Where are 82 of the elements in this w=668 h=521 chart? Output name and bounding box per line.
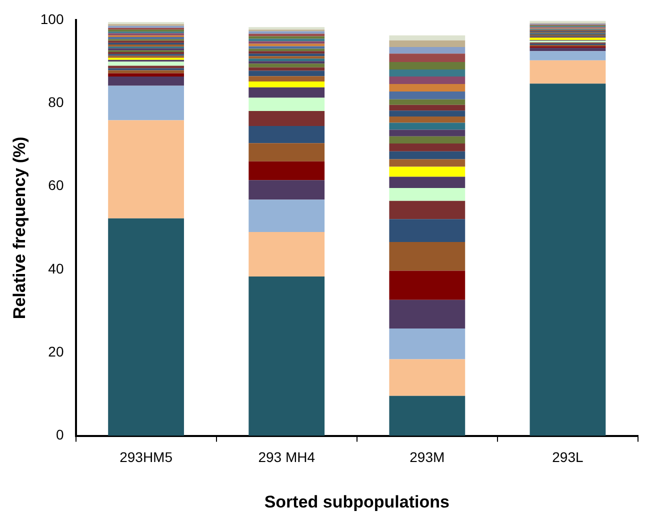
bar xyxy=(108,62,184,66)
bar xyxy=(530,48,606,52)
bar xyxy=(248,36,325,39)
bar xyxy=(389,69,466,77)
bar xyxy=(248,51,325,54)
x-tick-label: 293 MH4 xyxy=(258,449,316,466)
y-axis-title: Relative frequency (%) xyxy=(10,136,29,320)
bar xyxy=(389,84,466,92)
bar xyxy=(389,242,466,271)
bar xyxy=(389,143,466,152)
bar xyxy=(389,176,466,188)
bar xyxy=(248,41,325,44)
bar xyxy=(389,270,466,300)
bar xyxy=(248,46,325,49)
x-tick-label: 293M xyxy=(410,449,445,466)
bar xyxy=(248,70,325,76)
x-tick-label: 293HM5 xyxy=(120,449,173,466)
bar xyxy=(389,47,466,54)
bar xyxy=(389,130,466,136)
y-tick-label: 60 xyxy=(48,177,64,194)
bar xyxy=(248,76,325,82)
bar xyxy=(248,31,325,34)
bar xyxy=(108,76,184,86)
y-tick-label: 20 xyxy=(48,344,64,360)
bar xyxy=(389,76,466,84)
bar xyxy=(248,58,325,62)
bar xyxy=(248,56,325,59)
bar xyxy=(248,38,325,42)
bar xyxy=(389,200,466,220)
bar xyxy=(248,44,325,46)
bar xyxy=(389,110,466,116)
bar xyxy=(248,82,325,88)
bar xyxy=(389,62,466,70)
x-axis-title: Sorted subpopulations xyxy=(264,492,450,512)
bar xyxy=(389,300,466,329)
x-tick-label: 293L xyxy=(552,449,584,466)
bar xyxy=(389,359,466,396)
bar xyxy=(248,126,325,144)
bar xyxy=(108,86,184,120)
bar xyxy=(389,35,466,40)
bar xyxy=(389,136,466,144)
y-tick-label: 80 xyxy=(48,94,64,110)
bar xyxy=(389,328,466,360)
bar xyxy=(108,120,184,218)
bar xyxy=(248,48,325,52)
bar xyxy=(389,116,466,123)
bar xyxy=(108,73,184,77)
bar xyxy=(248,34,325,36)
bar xyxy=(389,92,466,100)
bar xyxy=(248,200,325,232)
bar xyxy=(248,143,325,162)
bar xyxy=(248,276,325,436)
bar xyxy=(530,51,606,60)
bar xyxy=(530,60,606,84)
bar xyxy=(389,40,466,48)
bar xyxy=(389,54,466,62)
bar xyxy=(248,61,325,64)
y-tick-label: 40 xyxy=(48,260,64,276)
bar xyxy=(248,64,325,68)
y-tick-label: 100 xyxy=(40,10,64,27)
bar xyxy=(108,218,184,436)
bar xyxy=(248,111,325,126)
bar xyxy=(389,219,466,242)
bar xyxy=(389,396,466,436)
bar xyxy=(248,27,325,30)
bar xyxy=(389,166,466,177)
bar xyxy=(389,151,466,160)
bar xyxy=(248,161,325,180)
bar xyxy=(248,67,325,71)
bar xyxy=(248,180,325,200)
bar xyxy=(248,54,325,56)
bar xyxy=(389,159,466,167)
y-tick-label: 0 xyxy=(56,426,64,443)
bar xyxy=(248,87,325,98)
bar xyxy=(389,104,466,111)
bar xyxy=(248,98,325,112)
bar xyxy=(389,188,466,201)
bar xyxy=(389,122,466,130)
bar xyxy=(248,232,325,277)
bar xyxy=(389,99,466,105)
bar xyxy=(530,84,606,436)
bar xyxy=(108,66,184,68)
